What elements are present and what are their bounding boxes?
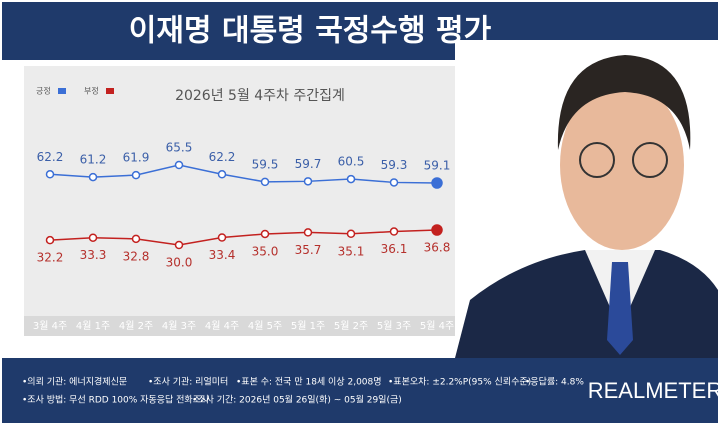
x-tick-label: 4월 1주 (76, 320, 110, 332)
data-label: 35.1 (338, 244, 365, 258)
glasses (632, 142, 668, 178)
point (389, 178, 399, 187)
point (45, 170, 55, 179)
tie (607, 262, 633, 355)
point (88, 233, 98, 242)
footer-item: •표본오차: ±2.2%P(95% 신뢰수준) (388, 376, 531, 388)
x-tick-label: 5월 4주 (420, 320, 454, 332)
point (88, 172, 98, 182)
face (560, 80, 684, 250)
data-label: 59.1 (424, 159, 451, 173)
logo: REALMETER (588, 378, 720, 403)
x-tick-label: 4월 4주 (205, 320, 239, 332)
x-tick-label: 4월 3주 (162, 320, 196, 332)
point (260, 229, 270, 239)
data-label: 36.1 (381, 242, 408, 256)
x-tick-label: 4월 2주 (119, 320, 153, 332)
point (217, 233, 227, 242)
point (131, 170, 141, 180)
legend-label: 부정 (84, 86, 99, 96)
chart-subtitle: 2026년 5월 4주차 주간집계 (175, 88, 345, 104)
data-label: 35.7 (295, 243, 322, 257)
point (303, 177, 313, 186)
point (431, 224, 443, 236)
data-label: 32.2 (37, 251, 64, 265)
footer-item: •의뢰 기관: 에너지경제신문 (22, 376, 127, 388)
point (174, 160, 184, 170)
data-label: 62.2 (209, 150, 236, 164)
data-label: 61.2 (80, 153, 107, 167)
data-label: 59.3 (381, 158, 408, 172)
series-line (49, 164, 438, 184)
footer-item: •조사 방법: 무선 RDD 100% 자동응답 전화조사 (22, 394, 210, 406)
footer-item: •표본 수: 전국 만 18세 이상 2,008명 (236, 377, 382, 388)
legend-swatch (58, 88, 66, 94)
point (431, 177, 443, 189)
point (131, 234, 141, 244)
point (346, 229, 356, 238)
hair (557, 55, 691, 150)
legend-label: 긍정 (36, 86, 51, 96)
data-label: 30.0 (166, 256, 193, 270)
x-tick-label: 4월 5주 (248, 320, 282, 332)
category-strip (24, 316, 474, 336)
data-label: 32.8 (123, 249, 150, 263)
x-tick-label: 5월 2주 (334, 320, 368, 332)
glasses (579, 142, 615, 178)
data-label: 62.2 (37, 150, 64, 164)
x-tick-label: 3월 4주 (33, 320, 67, 332)
legend-swatch (106, 88, 114, 94)
data-label: 65.5 (166, 141, 193, 155)
data-label: 33.4 (209, 248, 236, 262)
point (217, 170, 227, 179)
footer-item: •조사 기관: 리얼미터 (148, 377, 228, 388)
x-tick-label: 5월 1주 (291, 320, 325, 332)
point (45, 235, 55, 245)
data-label: 35.0 (252, 244, 279, 258)
point (346, 174, 356, 184)
x-tick-label: 5월 3주 (377, 320, 411, 332)
footer-band (2, 358, 718, 423)
suit (455, 250, 718, 358)
data-label: 59.7 (295, 157, 322, 171)
data-label: 36.8 (424, 241, 451, 255)
point (389, 227, 399, 236)
data-label: 61.9 (123, 151, 150, 165)
chart-title: 이재명 대통령 국정수행 평가 (129, 14, 492, 49)
footer-item: •조사 기간: 2026년 05월 26일(화) ~ 05월 29일(금) (192, 394, 402, 406)
footer-item: •응답률: 4.8% (525, 376, 584, 388)
portrait (455, 40, 718, 358)
series-line (49, 229, 438, 246)
plot-area (24, 66, 474, 316)
point (174, 240, 184, 250)
data-label: 33.3 (80, 248, 107, 262)
data-label: 60.5 (338, 155, 365, 169)
data-label: 59.5 (252, 157, 279, 171)
point (303, 228, 313, 237)
point (260, 177, 270, 187)
